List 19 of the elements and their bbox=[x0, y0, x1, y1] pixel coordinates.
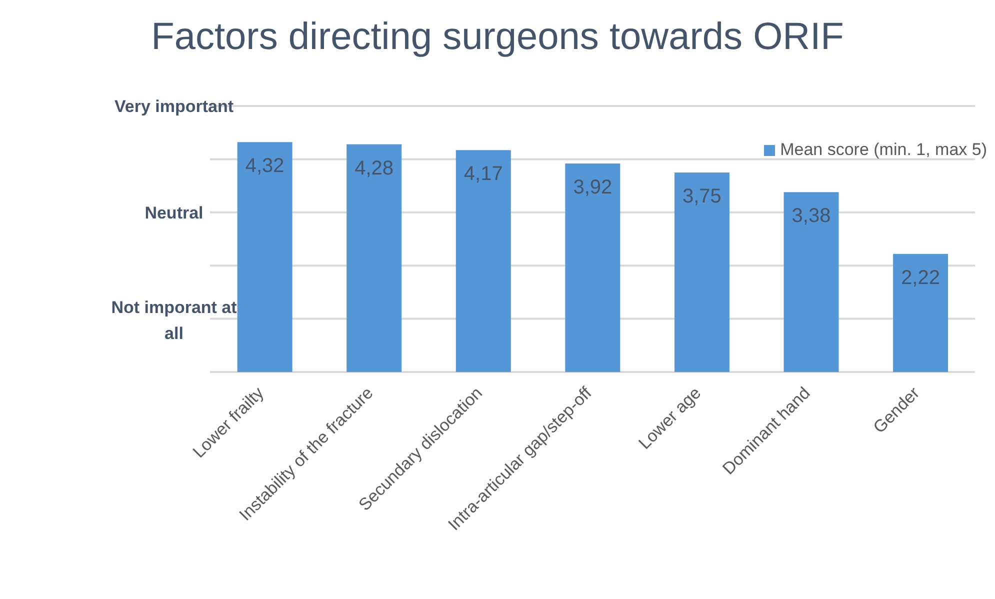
annotation: Very important bbox=[114, 97, 234, 116]
text: Neutral bbox=[144, 203, 204, 222]
data-label: 3,38 bbox=[792, 205, 831, 228]
bar bbox=[565, 163, 620, 372]
data-label: 4,32 bbox=[245, 155, 284, 178]
bar bbox=[237, 142, 292, 372]
data-label: 3,75 bbox=[682, 186, 722, 208]
data-label: 3,92 bbox=[573, 176, 612, 198]
bar bbox=[893, 254, 948, 372]
chart-title: Factors directing surgeons towards ORIF bbox=[150, 16, 845, 59]
data-label: 4,17 bbox=[464, 163, 503, 186]
annotation: Not imporant at all bbox=[111, 298, 238, 343]
bar bbox=[784, 192, 839, 372]
bar bbox=[674, 172, 730, 372]
legend-label: Mean score (min. 1, max 5) bbox=[780, 140, 987, 160]
bar bbox=[346, 144, 402, 372]
data-label: 2,22 bbox=[901, 266, 940, 289]
bar bbox=[456, 150, 511, 372]
data-label: 4,28 bbox=[354, 157, 394, 180]
